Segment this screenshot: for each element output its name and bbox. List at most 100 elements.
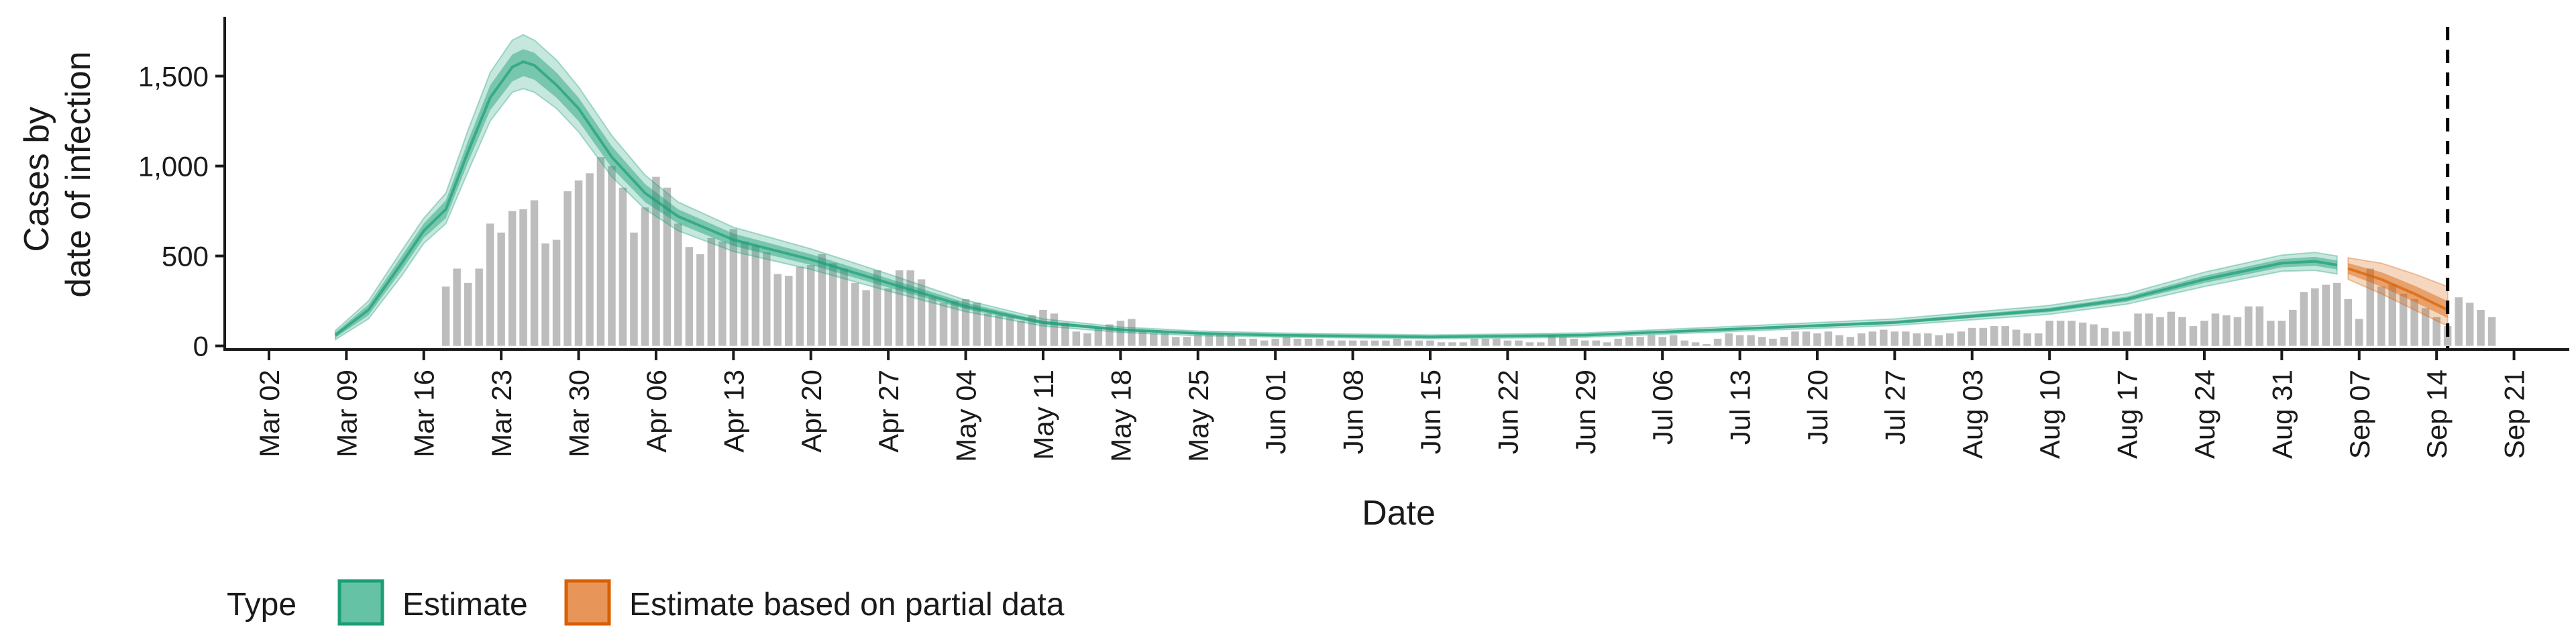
data-bar [1448, 342, 1456, 346]
data-bar [939, 303, 948, 346]
data-bar [1293, 338, 1301, 346]
data-bar [1758, 337, 1766, 346]
bar-series [441, 157, 2496, 346]
data-bar [2233, 317, 2242, 346]
x-tick-label: May 25 [1183, 370, 1214, 462]
data-bar [961, 299, 970, 346]
data-bar [1603, 342, 1611, 346]
data-bar [741, 241, 749, 346]
data-bar [1713, 338, 1722, 346]
data-bar [2388, 284, 2396, 346]
data-bar [1703, 344, 1711, 346]
data-bar [2100, 327, 2109, 346]
data-bar [453, 268, 461, 346]
x-tick-label: Apr 27 [873, 370, 904, 453]
data-bar [1128, 319, 1136, 346]
data-bar [1890, 331, 1899, 346]
data-bar [630, 232, 638, 346]
data-bar [1326, 340, 1335, 346]
data-bar [508, 211, 517, 346]
x-tick-label: Jun 22 [1492, 370, 1523, 454]
data-bar [552, 239, 561, 346]
x-tick-label: Jul 06 [1647, 370, 1678, 445]
data-bar [652, 176, 660, 346]
data-bar [2322, 284, 2330, 346]
data-bar [1348, 340, 1357, 346]
data-bar [906, 270, 914, 346]
data-bar [1802, 331, 1811, 346]
x-tick-label: Jun 15 [1415, 370, 1446, 454]
data-bar [951, 301, 959, 346]
data-bar [763, 252, 771, 346]
data-bar [2477, 310, 2485, 346]
x-axis-title: Date [1362, 494, 1436, 533]
x-tick-label: May 18 [1105, 370, 1136, 462]
data-bar [1924, 333, 1932, 346]
data-bar [1880, 329, 1888, 346]
data-bar [840, 268, 848, 346]
estimate-lines [334, 60, 2449, 339]
x-tick-label: Mar 02 [254, 370, 285, 458]
data-bar [2045, 321, 2053, 346]
data-bar [1592, 340, 1600, 346]
data-bar [1824, 331, 1833, 346]
data-bar [2432, 317, 2440, 346]
x-tick-label: Jun 01 [1260, 370, 1291, 454]
data-bar [1393, 338, 1401, 346]
median-line-1 [2347, 267, 2449, 311]
x-tick-label: Jun 08 [1338, 370, 1369, 454]
x-tick-label: Mar 23 [486, 370, 517, 458]
data-bar [1735, 335, 1744, 346]
data-bar [973, 303, 981, 346]
data-bar [1094, 327, 1103, 346]
x-axis-ticks: Mar 02 Mar 09 Mar 16 Mar 23 Mar 30 Apr 06 Apr … [254, 350, 2530, 462]
data-bar [1813, 333, 1821, 346]
data-bar [884, 288, 892, 346]
data-bar [707, 237, 716, 346]
data-bar [1072, 331, 1081, 346]
data-bar [1238, 338, 1246, 346]
legend: Type Estimate Estimate based on partial … [227, 579, 1065, 626]
x-tick-label: Aug 10 [2034, 370, 2065, 459]
data-bar [2056, 321, 2065, 346]
data-bar [1271, 338, 1279, 346]
data-bar [1791, 331, 1799, 346]
data-bar [641, 207, 649, 346]
data-bar [1216, 335, 1224, 346]
data-bar [1338, 340, 1346, 346]
data-bar [862, 290, 870, 346]
data-bar [807, 265, 815, 346]
data-bar [1658, 337, 1666, 346]
data-bar [2211, 313, 2220, 346]
x-tick-label: Jul 27 [1879, 370, 1911, 445]
data-bar [1017, 321, 1025, 346]
data-bar [1316, 338, 1324, 346]
data-bar [1260, 340, 1269, 346]
data-bar [1979, 327, 1987, 346]
data-bar [718, 241, 727, 346]
x-tick-label: Aug 24 [2189, 370, 2220, 459]
data-bar [995, 315, 1003, 346]
data-bar [2012, 329, 2021, 346]
data-bar [851, 282, 859, 346]
data-bar [1404, 340, 1412, 346]
data-bar [1769, 338, 1777, 346]
data-bar [1183, 337, 1191, 346]
data-bar [1503, 340, 1512, 346]
data-bar [530, 200, 539, 346]
legend-label-estimate: Estimate [402, 587, 528, 623]
data-bar [2289, 310, 2297, 346]
x-tick-label: May 11 [1028, 370, 1059, 460]
data-bar [475, 268, 483, 346]
legend-key-estimate [337, 579, 384, 626]
data-bar [1515, 340, 1523, 346]
data-bar [1382, 340, 1390, 346]
y-tick-label: 1,500 [138, 60, 209, 92]
data-bar [1868, 331, 1877, 346]
data-bar [619, 187, 627, 346]
data-bar [2023, 333, 2031, 346]
data-bar [2123, 331, 2131, 346]
data-bar [608, 166, 616, 346]
data-bar [2245, 306, 2253, 346]
x-tick-label: Aug 03 [1957, 370, 1988, 459]
